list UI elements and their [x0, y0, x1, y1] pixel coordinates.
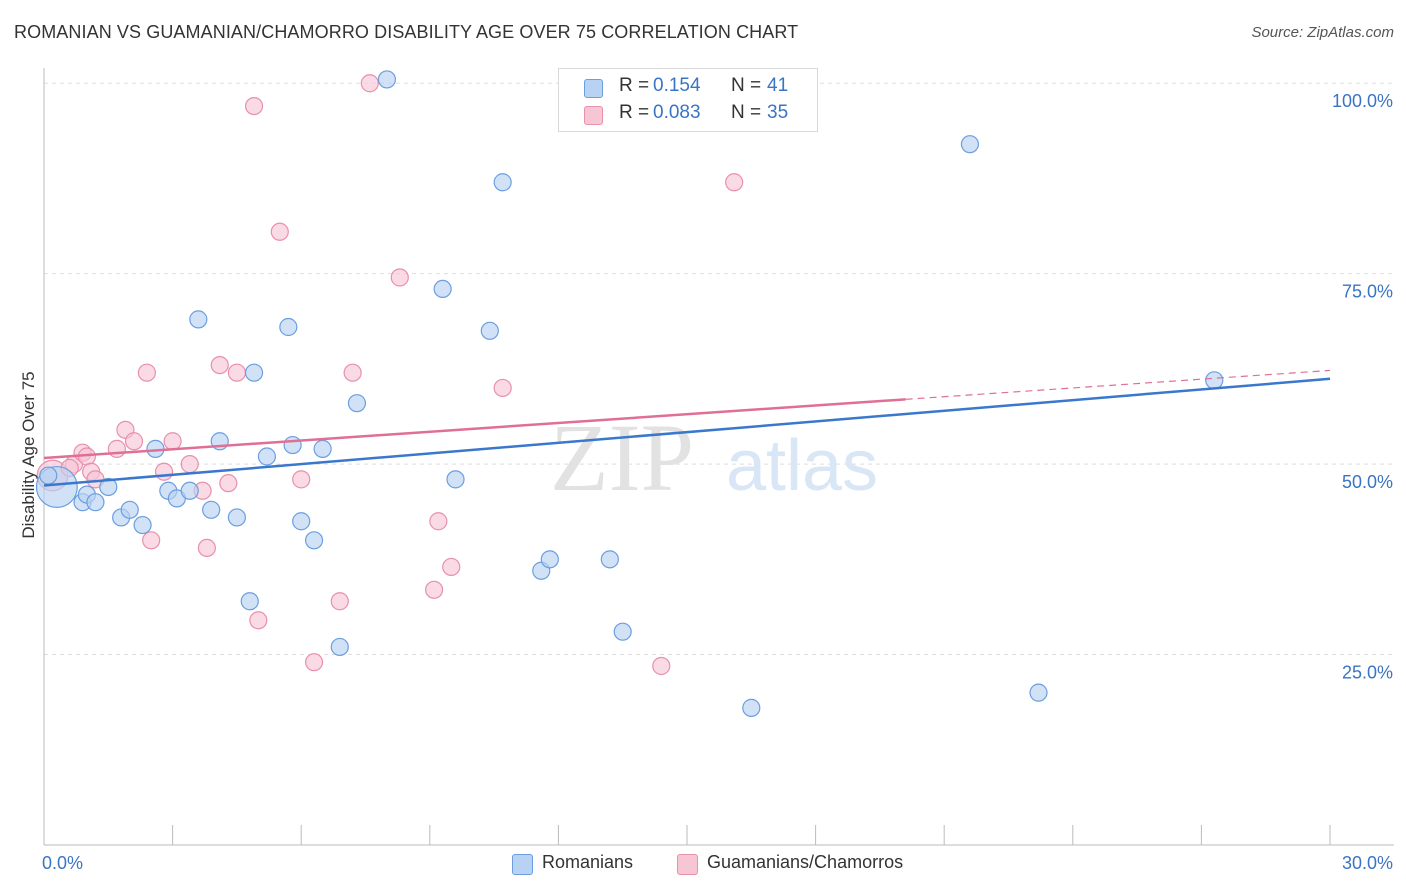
- guamanian-trend-extension: [905, 369, 1331, 400]
- romanian-point: [39, 466, 58, 485]
- romanian-point: [120, 500, 139, 519]
- correlation-legend: R = 0.154 N = 41 R = 0.083 N = 35: [558, 68, 818, 132]
- romanian-trend-line: [43, 377, 1331, 487]
- romanian-point: [99, 477, 118, 497]
- guamanian-point: [249, 611, 268, 630]
- guamanians-swatch: [584, 106, 603, 125]
- guamanian-point: [424, 580, 444, 599]
- guamanian-point: [163, 432, 182, 451]
- tick-labels: 25.0% 50.0% 75.0% 100.0% 0.0% 30.0%: [42, 91, 1393, 873]
- legend-label: Romanians: [542, 852, 634, 872]
- romanian-point: [86, 493, 105, 512]
- guamanian-point: [442, 557, 461, 577]
- y-tick-label: 25.0%: [1342, 663, 1393, 683]
- romanian-point: [330, 637, 349, 657]
- romanian-point: [240, 592, 259, 611]
- romanian-point: [133, 515, 152, 535]
- chart-title: ROMANIAN VS GUAMANIAN/CHAMORRO DISABILIT…: [14, 22, 799, 42]
- romanian-point: [1205, 371, 1224, 390]
- x-tick-label: 30.0%: [1342, 853, 1393, 873]
- romanian-point: [227, 508, 246, 527]
- guamanian-point: [219, 474, 238, 493]
- guamanian-trend-line: [43, 398, 906, 460]
- romanian-point: [283, 435, 302, 455]
- guamanian-points: [36, 74, 744, 676]
- romanian-point: [960, 135, 980, 154]
- guamanians-legend-swatch: [677, 854, 698, 875]
- romanian-point: [540, 550, 559, 569]
- y-tick-label: 75.0%: [1342, 282, 1393, 302]
- watermark-atlas: atlas: [726, 426, 878, 506]
- romanian-point: [613, 622, 632, 641]
- axes: [43, 68, 1394, 846]
- romanian-point: [279, 317, 298, 337]
- n-label: N =: [731, 75, 762, 96]
- n-value: 35: [767, 102, 789, 123]
- romanian-point: [202, 500, 221, 519]
- guamanian-point: [180, 455, 199, 474]
- romanian-point: [304, 531, 324, 550]
- guamanian-point: [330, 592, 349, 611]
- romanian-point: [742, 698, 761, 717]
- x-tick-label: 0.0%: [42, 853, 83, 873]
- guamanian-point: [429, 512, 448, 531]
- trend-lines: [43, 369, 1331, 487]
- romanian-point: [600, 550, 619, 569]
- romanian-point: [244, 363, 264, 382]
- guamanian-point: [210, 355, 229, 375]
- guamanian-point: [292, 470, 311, 489]
- guamanian-point: [652, 656, 671, 676]
- romanian-points: [35, 70, 1224, 717]
- legend-label: Guamanians/Chamorros: [707, 852, 904, 872]
- y-axis-label: Disability Age Over 75: [19, 371, 38, 538]
- guamanian-point: [244, 96, 264, 116]
- romanian-point: [292, 512, 311, 531]
- source-credit: Source: ZipAtlas.com: [1251, 24, 1394, 41]
- guamanian-point: [154, 462, 174, 481]
- r-value: 0.154: [653, 75, 701, 96]
- romanians-legend-swatch: [512, 854, 533, 875]
- guamanian-point: [493, 378, 512, 398]
- guamanian-point: [360, 74, 379, 93]
- guamanian-point: [137, 363, 156, 382]
- y-tick-label: 100.0%: [1332, 91, 1393, 111]
- romanian-point: [189, 310, 208, 329]
- guamanian-point: [343, 363, 362, 382]
- romanian-point: [433, 279, 452, 299]
- guamanian-point: [270, 222, 289, 241]
- n-label: N =: [731, 102, 762, 123]
- y-tick-label: 50.0%: [1342, 472, 1393, 492]
- guamanian-point: [107, 439, 126, 458]
- romanians-swatch: [584, 79, 603, 98]
- guamanian-point: [304, 653, 324, 672]
- romanian-point: [257, 447, 277, 466]
- romanian-point: [180, 481, 199, 500]
- r-value: 0.083: [653, 102, 701, 123]
- guamanian-point: [390, 268, 409, 287]
- guamanian-point: [725, 173, 744, 192]
- guamanian-point: [197, 538, 216, 558]
- r-label: R =: [619, 102, 650, 123]
- guamanian-point: [124, 432, 144, 451]
- romanian-point: [377, 70, 397, 89]
- romanian-point: [446, 470, 465, 489]
- r-label: R =: [619, 75, 650, 96]
- guamanian-point: [227, 363, 246, 382]
- romanian-point: [1029, 683, 1048, 702]
- watermark-zip: ZIP: [550, 404, 694, 511]
- romanian-point: [493, 173, 512, 192]
- romanian-point: [347, 394, 367, 413]
- romanian-point: [313, 439, 332, 458]
- guamanian-point: [142, 531, 161, 550]
- romanian-point: [480, 321, 499, 340]
- n-value: 41: [767, 75, 789, 96]
